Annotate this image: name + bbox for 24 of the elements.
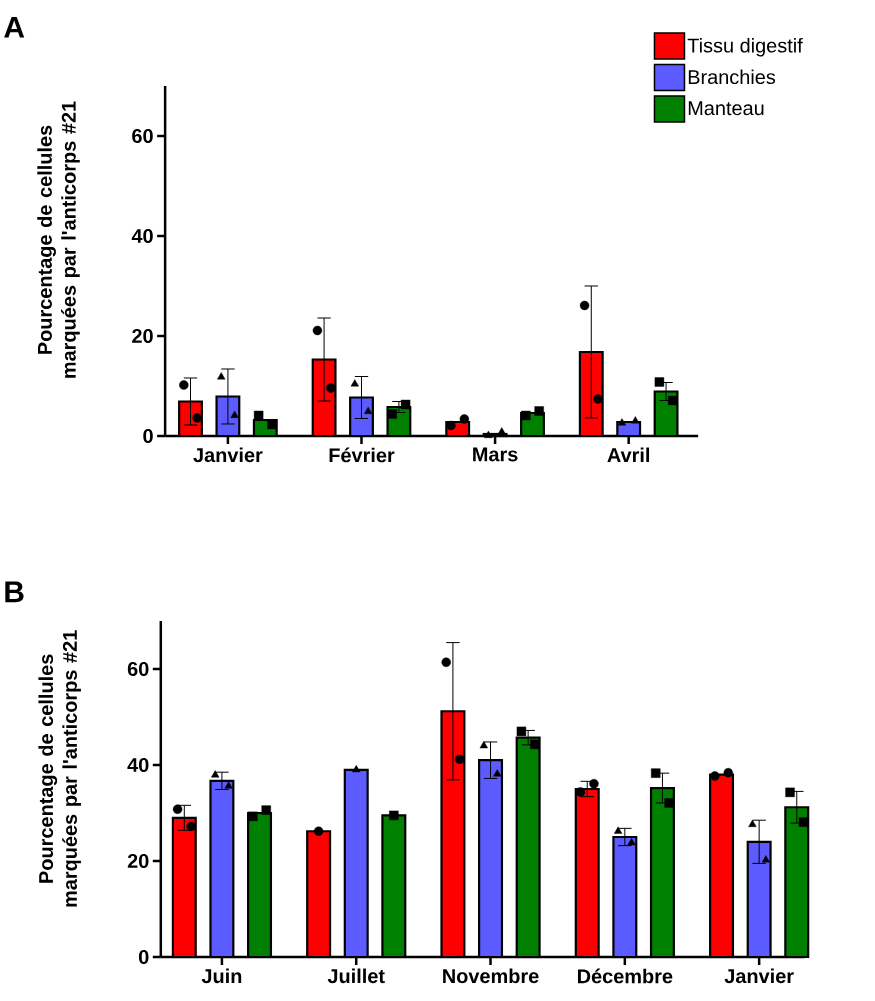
x-tick-label: Février xyxy=(329,447,395,463)
y-axis-title: Pourcentage de cellules marquées par l'anticorps #21 xyxy=(37,101,80,378)
y-tick-label: 40 xyxy=(127,757,149,773)
x-tick-label: Juillet xyxy=(327,968,385,984)
x-tick-label: Janvier xyxy=(724,968,794,984)
x-tick-label: Décembre xyxy=(578,968,673,984)
chart-title: B xyxy=(5,581,24,603)
y-tick-label: 0 xyxy=(143,428,153,444)
y-tick-label: 20 xyxy=(127,853,149,869)
legend-label: Tissu digestif xyxy=(687,37,803,57)
y-tick-label: 60 xyxy=(127,661,149,677)
y-axis-title: Pourcentage de cellules marquées par l'anticorps #21 xyxy=(38,630,81,907)
x-tick-label: Janvier xyxy=(193,447,263,463)
y-tick-label: 60 xyxy=(132,128,153,144)
x-tick-label: Avril xyxy=(607,447,650,462)
legend-label: Manteau xyxy=(688,101,764,116)
legend-label: Branchies xyxy=(688,69,776,85)
x-tick-label: Juin xyxy=(201,968,242,984)
y-tick-label: 40 xyxy=(131,228,153,244)
chart-title: A xyxy=(4,17,25,38)
x-tick-label: Novembre xyxy=(443,968,539,984)
y-tick-label: 20 xyxy=(132,328,153,344)
x-tick-label: Mars xyxy=(473,447,518,462)
y-tick-label: 0 xyxy=(139,949,149,965)
